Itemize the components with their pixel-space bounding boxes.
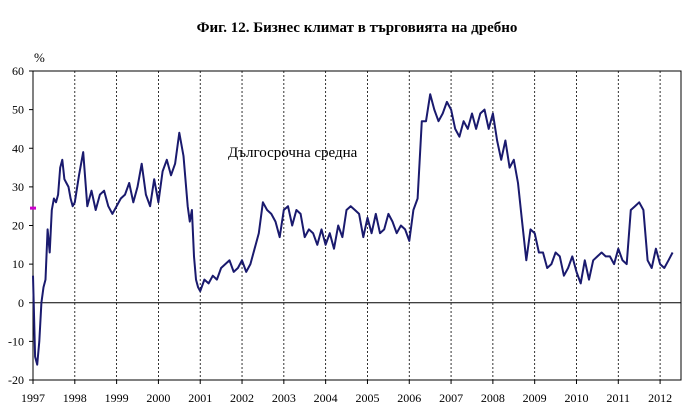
y-axis-unit: % — [34, 50, 45, 65]
y-tick-label: -10 — [8, 334, 24, 348]
y-tick-label: 0 — [18, 296, 24, 310]
x-tick-label: 2004 — [314, 391, 338, 405]
x-tick-label: 1997 — [21, 391, 45, 405]
x-tick-label: 1998 — [63, 391, 87, 405]
x-tick-label: 1999 — [105, 391, 129, 405]
x-tick-label: 2001 — [188, 391, 212, 405]
series-line — [32, 93, 674, 366]
x-tick-label: 2006 — [397, 391, 421, 405]
x-tick-label: 2008 — [481, 391, 505, 405]
x-tick-label: 2007 — [439, 391, 463, 405]
y-tick-label: -20 — [8, 373, 24, 387]
x-tick-label: 2002 — [230, 391, 254, 405]
y-tick-label: 30 — [12, 180, 24, 194]
chart-title: Фиг. 12. Бизнес климат в търговията на д… — [197, 20, 518, 36]
x-tick-label: 2010 — [564, 391, 588, 405]
x-tick-label: 2011 — [607, 391, 631, 405]
x-axis-ticks: 1997 1998 1999 2000 2001 2002 2003 2004 2005 2006… — [21, 380, 672, 405]
x-tick-label: 2003 — [272, 391, 296, 405]
y-tick-label: 60 — [12, 64, 24, 78]
y-tick-label: 40 — [12, 141, 24, 155]
y-tick-label: 20 — [12, 219, 24, 233]
x-tick-label: 2005 — [355, 391, 379, 405]
long-term-average-label: Дългосрочна средна — [228, 145, 358, 161]
y-axis-ticks: 60 50 40 30 20 10 0 -10 -20 — [8, 64, 33, 387]
vertical-gridlines — [74, 71, 661, 380]
y-tick-label: 50 — [12, 103, 24, 117]
plot-area-frame — [32, 70, 682, 381]
x-tick-label: 2009 — [523, 391, 547, 405]
x-tick-label: 2012 — [648, 391, 672, 405]
x-tick-label: 2000 — [146, 391, 170, 405]
y-tick-label: 10 — [12, 257, 24, 271]
